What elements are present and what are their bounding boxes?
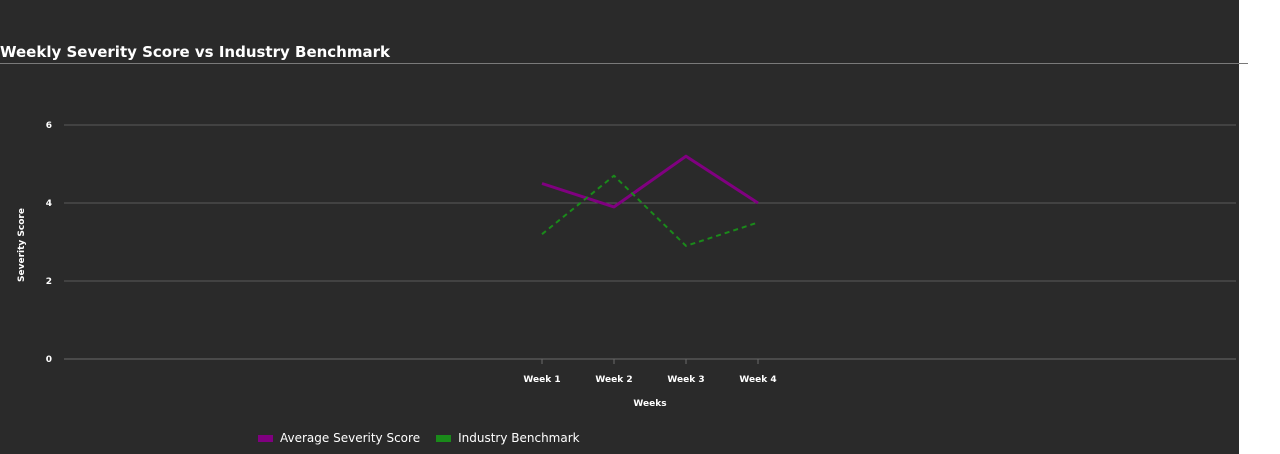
series-line-2	[542, 176, 758, 246]
x-tick-label: Week 1	[523, 375, 560, 385]
legend-item[interactable]: Industry Benchmark	[436, 431, 580, 445]
y-axis-ticks: 0 2 4 6	[46, 121, 52, 365]
legend-label: Industry Benchmark	[458, 431, 580, 445]
x-axis-ticks: Week 1 Week 2 Week 3 Week 4	[523, 359, 776, 385]
legend-swatch	[436, 435, 451, 442]
y-tick-label: 0	[46, 355, 52, 365]
y-tick-label: 2	[46, 277, 52, 287]
y-tick-label: 4	[46, 199, 52, 209]
chart-legend: Average Severity Score Industry Benchmark	[258, 431, 596, 445]
y-axis-label: Severity Score	[17, 208, 27, 282]
series-lines	[542, 156, 758, 246]
line-chart: 0 2 4 6 Week 1 Week 2 Week 3 Week 4 Weeks Seve…	[0, 0, 1239, 454]
x-tick-label: Week 3	[667, 375, 704, 385]
chart-panel: Weekly Severity Score vs Industry Benchm…	[0, 0, 1239, 454]
series-line-1	[542, 156, 758, 207]
legend-swatch	[258, 435, 273, 442]
legend-item[interactable]: Average Severity Score	[258, 431, 420, 445]
legend-label: Average Severity Score	[280, 431, 420, 445]
y-tick-label: 6	[46, 121, 52, 131]
x-tick-label: Week 4	[739, 375, 776, 385]
x-axis-label: Weeks	[633, 399, 666, 409]
x-tick-label: Week 2	[595, 375, 632, 385]
grid-lines	[64, 125, 1236, 359]
